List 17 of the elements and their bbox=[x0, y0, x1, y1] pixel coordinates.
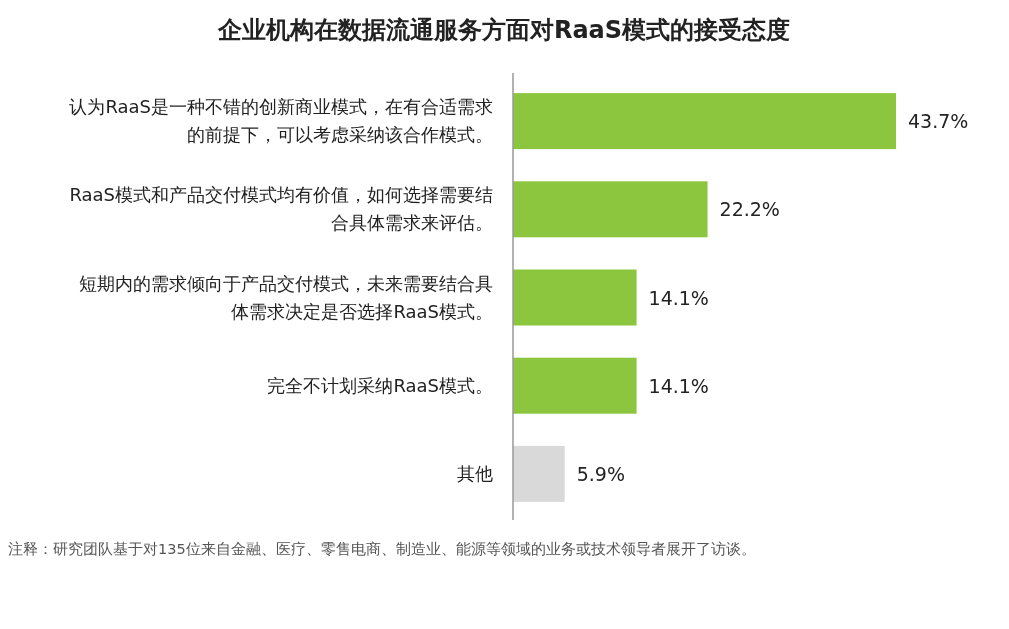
bar bbox=[513, 357, 637, 414]
data-label: 22.2% bbox=[719, 198, 780, 221]
bar bbox=[513, 269, 637, 326]
bar bbox=[513, 181, 708, 238]
data-label: 5.9% bbox=[576, 462, 625, 485]
y-tick-label: 认为RaaS是一种不错的创新商业模式，在有合适需求的前提下，可以考虑采纳该合作模式。 bbox=[69, 96, 493, 146]
data-label: 14.1% bbox=[648, 374, 709, 397]
y-tick-label: 短期内的需求倾向于产品交付模式，未来需要结合具体需求决定是否选择RaaS模式。 bbox=[79, 272, 493, 322]
y-tick-label: RaaS模式和产品交付模式均有价值，如何选择需要结合具体需求来评估。 bbox=[69, 184, 493, 234]
chart-title: 企业机构在数据流通服务方面对RaaS模式的接受态度 bbox=[216, 16, 791, 44]
bar bbox=[513, 93, 896, 150]
text: 注释：研究团队基于对135位来自金融、医疗、零售电商、制造业、能源等领域的业务或技术领导者展开了访谈。 bbox=[8, 541, 756, 557]
bar bbox=[513, 445, 565, 502]
y-tick-label: 其他 bbox=[457, 462, 493, 484]
data-label: 43.7% bbox=[908, 110, 969, 133]
data-label: 14.1% bbox=[648, 286, 709, 309]
y-tick-label: 完全不计划采纳RaaS模式。 bbox=[267, 374, 493, 396]
